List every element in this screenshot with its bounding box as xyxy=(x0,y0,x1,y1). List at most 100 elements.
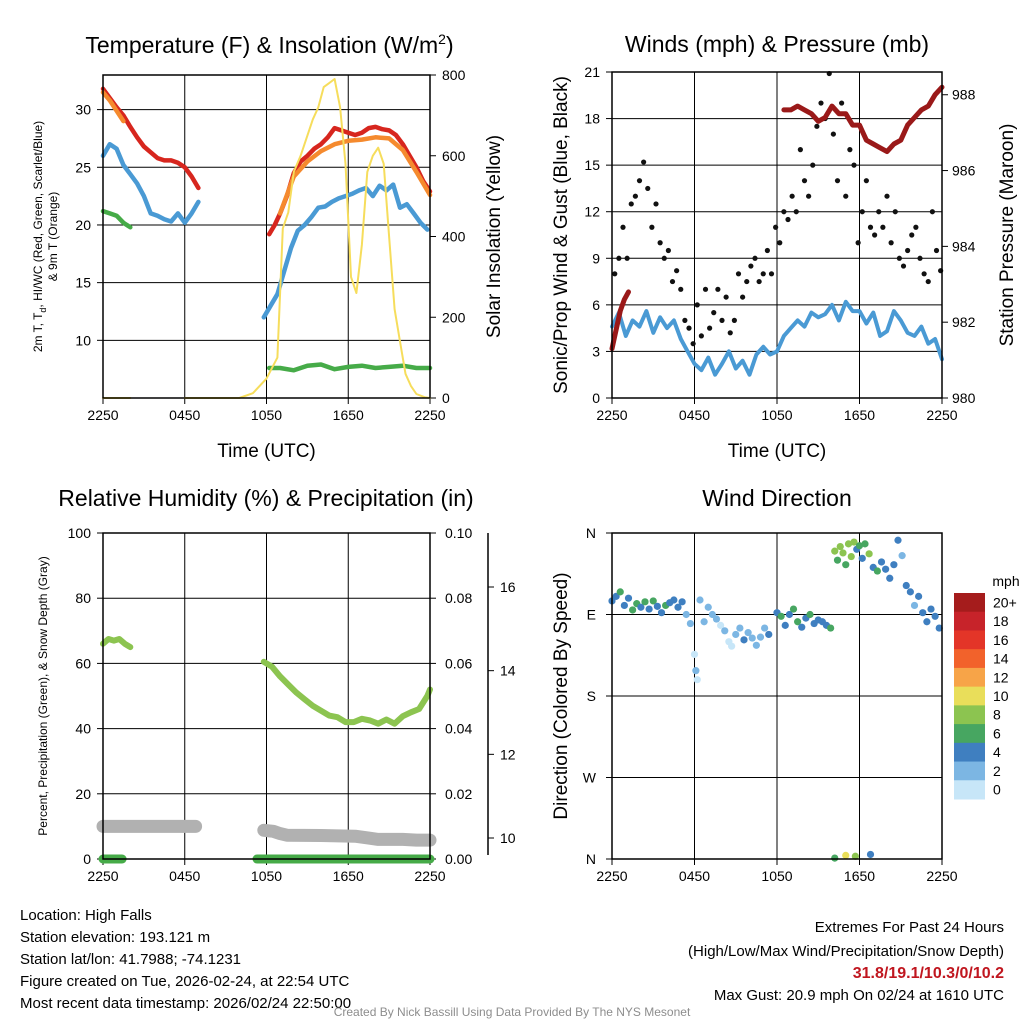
direction-point xyxy=(717,621,725,629)
humidity-x-tick-label: 2250 xyxy=(414,868,445,884)
direction-point xyxy=(785,610,793,619)
temperature-y-axis-title-line2: & 9m T (Orange) xyxy=(46,192,60,282)
winds-y-tick-label: 15 xyxy=(584,157,600,173)
winds-gust-point xyxy=(892,209,898,215)
winds-gust-point xyxy=(814,123,820,129)
temperature-x-tick-label: 2250 xyxy=(414,407,445,423)
legend-label: 2 xyxy=(993,763,1001,779)
direction-point xyxy=(686,619,694,628)
direction-y-tick-label: N xyxy=(586,851,596,867)
winds-gust-point xyxy=(665,247,671,254)
humidity-snow-tick-label: 16 xyxy=(500,579,516,595)
winds-gust-point xyxy=(731,317,737,323)
direction-point xyxy=(693,676,701,684)
humidity-precip-tick-label: 0.02 xyxy=(445,786,472,802)
winds-gust-point xyxy=(641,159,647,165)
direction-point xyxy=(865,550,873,558)
direction-point xyxy=(637,603,645,611)
winds-gust-point xyxy=(624,255,630,261)
legend-title: mph xyxy=(992,573,1019,589)
temperature-y2-tick-label: 0 xyxy=(442,390,450,406)
humidity-x-tick-label: 1650 xyxy=(333,868,364,884)
temperature-y-tick-label: 15 xyxy=(75,275,91,291)
direction-point xyxy=(712,615,721,623)
winds-series-sonic-prop-wind xyxy=(610,299,944,377)
temperature-x-tick-label: 0450 xyxy=(169,407,200,423)
winds-gust-point xyxy=(855,240,861,246)
temperature-series-dew-point xyxy=(261,182,430,320)
winds-y2-tick-label: 986 xyxy=(952,163,976,179)
winds-gust-point xyxy=(649,224,655,230)
humidity-precip-tick-label: 0.06 xyxy=(445,655,472,671)
winds-gust-point xyxy=(859,209,865,215)
direction-title: Wind Direction xyxy=(702,485,852,511)
direction-point xyxy=(851,852,859,860)
direction-point xyxy=(620,601,628,610)
winds-gust-point xyxy=(830,131,836,137)
temperature-x-axis-title: Time (UTC) xyxy=(217,441,316,462)
direction-point xyxy=(744,629,752,637)
winds-gust-point xyxy=(925,278,931,285)
direction-point xyxy=(898,552,906,560)
winds-plot-frame xyxy=(611,71,943,399)
direction-point xyxy=(777,612,785,620)
winds-gust-point xyxy=(880,224,886,230)
winds-gust-point xyxy=(760,271,766,277)
max-gust-text: Max Gust: 20.9 mph On 02/24 at 1610 UTC xyxy=(713,987,1004,1004)
legend-label: 20+ xyxy=(993,594,1017,610)
direction-point xyxy=(728,642,736,650)
temperature-y-tick-label: 30 xyxy=(75,102,91,118)
humidity-title: Relative Humidity (%) & Precipitation (i… xyxy=(58,485,473,511)
direction-point xyxy=(902,581,910,590)
temperature-x-tick-label: 1650 xyxy=(333,407,364,423)
winds-gust-point xyxy=(756,278,762,285)
legend-label: 6 xyxy=(993,725,1001,741)
direction-point xyxy=(696,596,704,604)
direction-point xyxy=(923,618,931,626)
legend-label: 4 xyxy=(993,744,1001,760)
direction-point xyxy=(700,618,708,626)
direction-point xyxy=(736,624,744,632)
temperature-series-solar-insolation xyxy=(183,78,431,399)
winds-gust-point xyxy=(686,325,692,331)
legend-label: 10 xyxy=(993,688,1009,704)
direction-point xyxy=(831,854,839,862)
direction-point xyxy=(886,574,894,582)
winds-gust-point xyxy=(678,286,684,292)
direction-point xyxy=(649,597,657,605)
humidity-y-tick-label: 40 xyxy=(75,721,91,737)
winds-gust-point xyxy=(616,255,622,261)
winds-gust-point xyxy=(612,271,618,277)
winds-gust-point xyxy=(674,268,680,274)
winds-series-station-pressure xyxy=(781,84,945,155)
winds-gust-point xyxy=(909,232,915,238)
humidity-x-tick-label: 0450 xyxy=(169,868,200,884)
winds-gust-point xyxy=(797,147,803,153)
direction-point xyxy=(670,596,678,604)
winds-gust-point xyxy=(661,255,667,261)
direction-point xyxy=(678,598,686,606)
direction-point xyxy=(850,538,858,546)
winds-gust-point xyxy=(818,100,824,106)
extremes-subheading: (High/Low/Max Wind/Precipitation/Snow De… xyxy=(688,943,1004,960)
direction-point xyxy=(842,851,850,859)
extremes-values: 31.8/19.1/10.3/0/10.2 xyxy=(852,965,1004,982)
winds-gust-point xyxy=(632,193,638,199)
direction-point xyxy=(894,536,902,544)
direction-point xyxy=(624,594,633,602)
legend-color-swatch xyxy=(954,742,985,763)
temperature-y-axis-title: 2m T, Td, HI/WC (Red, Green, Scarlet/Blu… xyxy=(31,121,48,352)
winds-gust-point xyxy=(653,201,659,207)
direction-point xyxy=(732,630,740,639)
winds-gust-point xyxy=(694,302,700,308)
temperature-y-tick-label: 25 xyxy=(75,159,91,175)
recent-data-text: Most recent data timestamp: 2026/02/24 2… xyxy=(20,995,352,1012)
direction-point xyxy=(935,624,943,632)
legend-color-swatch xyxy=(954,724,985,744)
temperature-y2-tick-label: 400 xyxy=(442,229,466,245)
legend-label: 0 xyxy=(993,782,1001,798)
direction-point xyxy=(827,624,835,632)
winds-gust-point xyxy=(863,178,869,184)
humidity-y-tick-label: 20 xyxy=(75,786,91,802)
direction-point xyxy=(721,627,729,635)
